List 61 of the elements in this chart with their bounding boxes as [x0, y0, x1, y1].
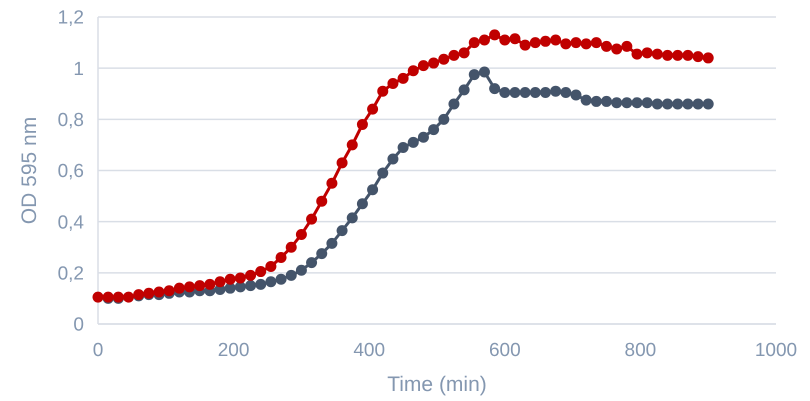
point: [356, 198, 368, 210]
point: [520, 86, 531, 98]
point: [458, 84, 470, 96]
point: [540, 86, 551, 98]
point: [550, 86, 562, 97]
point: [580, 94, 592, 106]
point: [672, 98, 684, 110]
x-tick-label: 200: [218, 340, 250, 361]
point: [367, 184, 378, 196]
x-tick-label: 400: [353, 340, 386, 361]
point: [336, 225, 348, 236]
point: [398, 142, 409, 153]
y-tick-label: 1: [73, 58, 84, 80]
point: [468, 69, 480, 80]
point: [296, 264, 307, 276]
point: [418, 132, 429, 143]
point: [316, 248, 328, 260]
point: [560, 86, 572, 98]
point: [590, 96, 602, 107]
point: [621, 97, 632, 108]
point: [377, 168, 388, 179]
point: [570, 90, 582, 101]
point: [489, 83, 500, 94]
y-tick-label: 0,6: [58, 161, 84, 182]
point: [702, 98, 714, 110]
y-tick-label: 0,8: [58, 110, 84, 131]
point: [530, 86, 541, 98]
y-axis-title: OD 595 nm: [18, 116, 41, 224]
point: [509, 86, 520, 98]
point: [682, 98, 694, 110]
point: [408, 136, 419, 148]
x-tick-label: 800: [624, 340, 656, 361]
point: [632, 97, 643, 108]
point: [387, 153, 398, 164]
point: [326, 238, 338, 249]
x-tick-label: 600: [488, 340, 521, 361]
point: [265, 276, 276, 288]
point: [245, 280, 256, 292]
point: [611, 97, 622, 108]
y-tick-label: 1,2: [58, 8, 84, 29]
point: [652, 98, 663, 110]
point: [601, 96, 612, 107]
y-tick-label: 0: [73, 314, 84, 336]
point: [478, 66, 490, 78]
point: [642, 97, 653, 108]
point: [692, 98, 704, 110]
point: [306, 257, 318, 268]
x-tick-label: 1000: [754, 340, 798, 361]
point: [448, 98, 460, 110]
x-tick-label: 0: [92, 340, 104, 361]
y-tick-label: 0,2: [58, 263, 84, 284]
point: [276, 274, 287, 285]
point: [286, 270, 297, 281]
point: [438, 114, 450, 125]
x-axis-title: Time (min): [387, 373, 487, 396]
point: [346, 212, 358, 224]
point: [662, 98, 674, 110]
y-tick-label: 0,4: [58, 212, 84, 234]
point: [255, 278, 266, 290]
point: [428, 124, 440, 136]
point: [499, 86, 510, 98]
